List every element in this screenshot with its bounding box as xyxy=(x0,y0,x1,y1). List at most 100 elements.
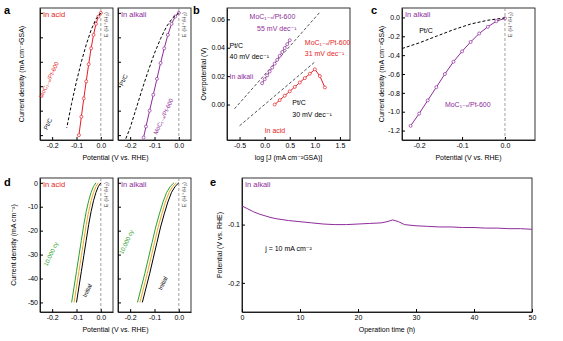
series-line xyxy=(137,183,174,303)
x-axis: -0.2-0.10.0 xyxy=(41,137,114,149)
reference-label: E (H⁺/H₂) xyxy=(181,12,187,38)
series-line xyxy=(72,183,96,303)
y-axis-line xyxy=(40,179,41,313)
reference-line xyxy=(178,178,179,312)
y-tick-label: -0.8 xyxy=(388,90,400,97)
reference-line xyxy=(100,8,101,140)
y-tick-mark xyxy=(402,131,405,132)
x-tick-label: -0.1 xyxy=(71,314,83,321)
panel: -0.2-0.10.0E (H⁺/H₂)In alkaliMoC₁₋ₓ/Pt-6… xyxy=(118,8,192,149)
x-tick-label: -0.1 xyxy=(71,142,83,149)
y-tick: -0.6 xyxy=(388,71,405,78)
y-tick-mark xyxy=(118,111,121,112)
x-tick: -0.1 xyxy=(457,137,469,149)
annotation: 10,000 cy xyxy=(118,229,134,255)
x-tick-mark xyxy=(340,137,341,140)
series-marker xyxy=(166,33,169,36)
series-line xyxy=(262,40,290,83)
annotation: 30 mV dec⁻¹ xyxy=(292,111,332,118)
series-marker xyxy=(469,40,472,43)
y-tick: -0.2 xyxy=(388,33,405,40)
x-tick-label: 0 xyxy=(241,314,245,321)
y-tick-label: -20 xyxy=(28,227,38,234)
y-tick-label: -10 xyxy=(28,203,38,210)
x-tick-mark xyxy=(290,137,291,140)
x-tick-label: 20 xyxy=(355,314,363,321)
series-marker xyxy=(452,60,455,63)
plot-area xyxy=(67,8,103,140)
series-marker xyxy=(288,90,291,93)
x-tick-mark xyxy=(315,137,316,140)
x-axis: 01020304050 xyxy=(241,309,537,321)
y-tick: 0.00 xyxy=(211,101,230,108)
x-tick-label: 1.5 xyxy=(336,142,346,149)
annotation: 10,000 cy xyxy=(43,241,59,267)
x-tick-label: 0.0 xyxy=(174,142,184,149)
panel-title: In alkali xyxy=(245,180,271,189)
x-tick-label: 0.0 xyxy=(260,142,270,149)
x-tick-label: -0.2 xyxy=(47,142,59,149)
series-marker xyxy=(273,62,276,65)
x-tick: 0.5 xyxy=(285,137,295,149)
y-tick-mark xyxy=(402,74,405,75)
series-marker xyxy=(271,66,274,69)
x-axis-line xyxy=(243,312,533,313)
x-tick: 0.0 xyxy=(174,137,184,149)
panel-letter: c xyxy=(371,4,377,16)
annotation: Pt/C xyxy=(43,117,54,131)
x-tick-mark xyxy=(130,309,131,312)
x-tick-mark xyxy=(358,309,359,312)
plot-frame xyxy=(40,178,113,312)
x-tick: 40 xyxy=(471,309,479,321)
annotation: 40 mV dec⁻¹ xyxy=(230,53,270,60)
y-tick xyxy=(118,111,121,112)
y-tick xyxy=(118,135,121,136)
panel-texts: E (H⁺/H₂)In alkali10,000 cyInitial xyxy=(118,180,186,291)
y-tick: -40 xyxy=(28,275,43,282)
x-tick-mark xyxy=(419,137,420,140)
y-tick-mark xyxy=(40,111,43,112)
x-tick-label: 30 xyxy=(413,314,421,321)
panel: -0.50.00.51.01.50.000.020.040.06MoC₁₋ₓ/P… xyxy=(193,4,351,162)
y-axis-title: Current density (mA cm⁻²GSA) xyxy=(18,26,26,122)
x-axis: -0.2-0.10.0 xyxy=(41,309,114,321)
plot-area xyxy=(235,12,327,126)
series-line xyxy=(125,13,179,140)
series-line xyxy=(235,12,320,109)
plot-frame xyxy=(227,8,350,140)
y-tick-mark xyxy=(40,302,43,303)
y-tick: -0.2 xyxy=(228,280,245,287)
panel-title: In alkali xyxy=(121,180,147,189)
y-tick-mark xyxy=(40,37,43,38)
annotation: MoC₁₋ₓ/Pt-600 xyxy=(445,101,491,108)
x-tick-mark xyxy=(240,137,241,140)
y-tick xyxy=(118,255,121,256)
series-line xyxy=(74,183,98,303)
series-line xyxy=(79,13,101,135)
y-tick: -0.1 xyxy=(228,221,245,228)
panel-letter: a xyxy=(4,4,11,16)
series-marker xyxy=(303,77,306,80)
series-marker xyxy=(283,94,286,97)
y-tick-label: 0.0 xyxy=(390,14,400,21)
x-axis-line xyxy=(228,140,351,141)
x-tick-label: 0.0 xyxy=(96,314,106,321)
x-tick-label: 50 xyxy=(529,314,537,321)
y-tick-mark xyxy=(242,225,245,226)
figure: -0.2 -0.1 0.0 E (H⁺/H₂) In acid MoC₁₋ₓ/Pt-600… xyxy=(0,0,563,341)
x-axis: -0.50.00.51.01.5 xyxy=(228,137,351,149)
series-line xyxy=(242,206,532,229)
y-tick-mark xyxy=(40,62,43,63)
y-tick-label: -0.6 xyxy=(388,71,400,78)
y-tick xyxy=(118,62,121,63)
plot-area xyxy=(125,8,180,140)
x-tick: 0.0 xyxy=(96,309,106,321)
y-tick xyxy=(118,86,121,87)
series-line xyxy=(144,13,179,138)
x-axis-title: Potential (V vs. RHE) xyxy=(435,154,501,162)
y-tick-mark xyxy=(118,62,121,63)
series-marker xyxy=(293,85,296,88)
panel-title: In acid xyxy=(43,180,65,189)
reference-label: E (H⁺/H₂) xyxy=(507,12,513,38)
y-tick: 0.0 xyxy=(390,14,405,21)
